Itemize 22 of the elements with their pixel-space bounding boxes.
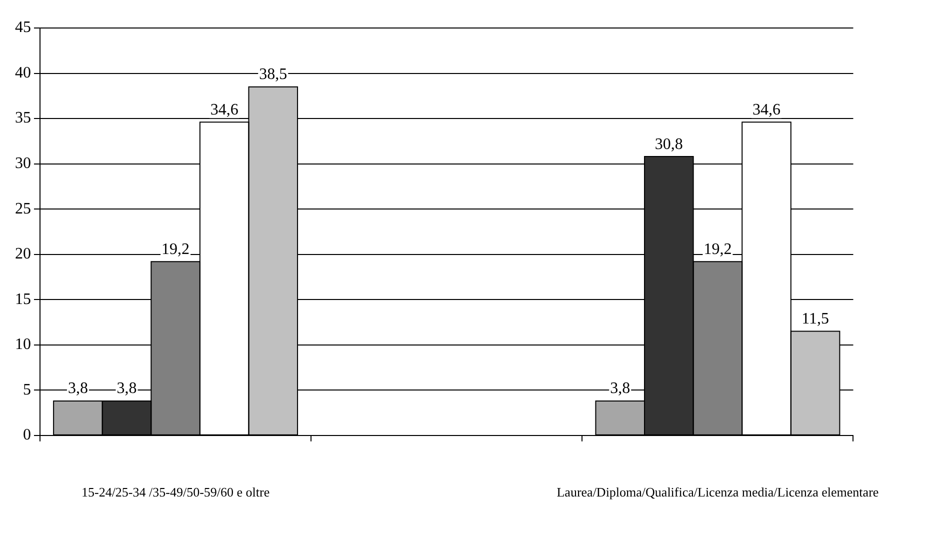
data-label: 38,5 <box>259 66 288 84</box>
y-tick-label: 0 <box>23 426 31 444</box>
y-tick-label: 10 <box>15 336 31 354</box>
data-label: 30,8 <box>654 136 683 153</box>
data-label: 19,2 <box>162 240 190 258</box>
y-tick-label: 40 <box>15 64 31 82</box>
data-label: 3,8 <box>68 380 88 398</box>
data-label: 3,8 <box>116 380 137 398</box>
y-tick-label: 45 <box>15 19 31 36</box>
data-label: 34,6 <box>752 101 780 118</box>
y-tick-label: 15 <box>15 290 31 308</box>
x-tick-label: 15-24/25-34 /35-49/50-59/60 e oltre <box>81 484 270 500</box>
y-tick-label: 25 <box>15 200 31 218</box>
y-tick-label: 5 <box>23 381 31 398</box>
data-label: 3,8 <box>610 380 630 398</box>
data-label: 34,6 <box>210 101 238 118</box>
data-label: 19,2 <box>704 240 732 258</box>
y-tick-label: 35 <box>15 110 31 127</box>
y-tick-label: 30 <box>15 155 31 172</box>
y-tick-label: 20 <box>15 246 31 263</box>
data-label: 11,5 <box>802 310 829 328</box>
x-tick-label: Laurea/Diploma/Qualifica/Licenza media/Licenza elementare <box>556 484 879 500</box>
